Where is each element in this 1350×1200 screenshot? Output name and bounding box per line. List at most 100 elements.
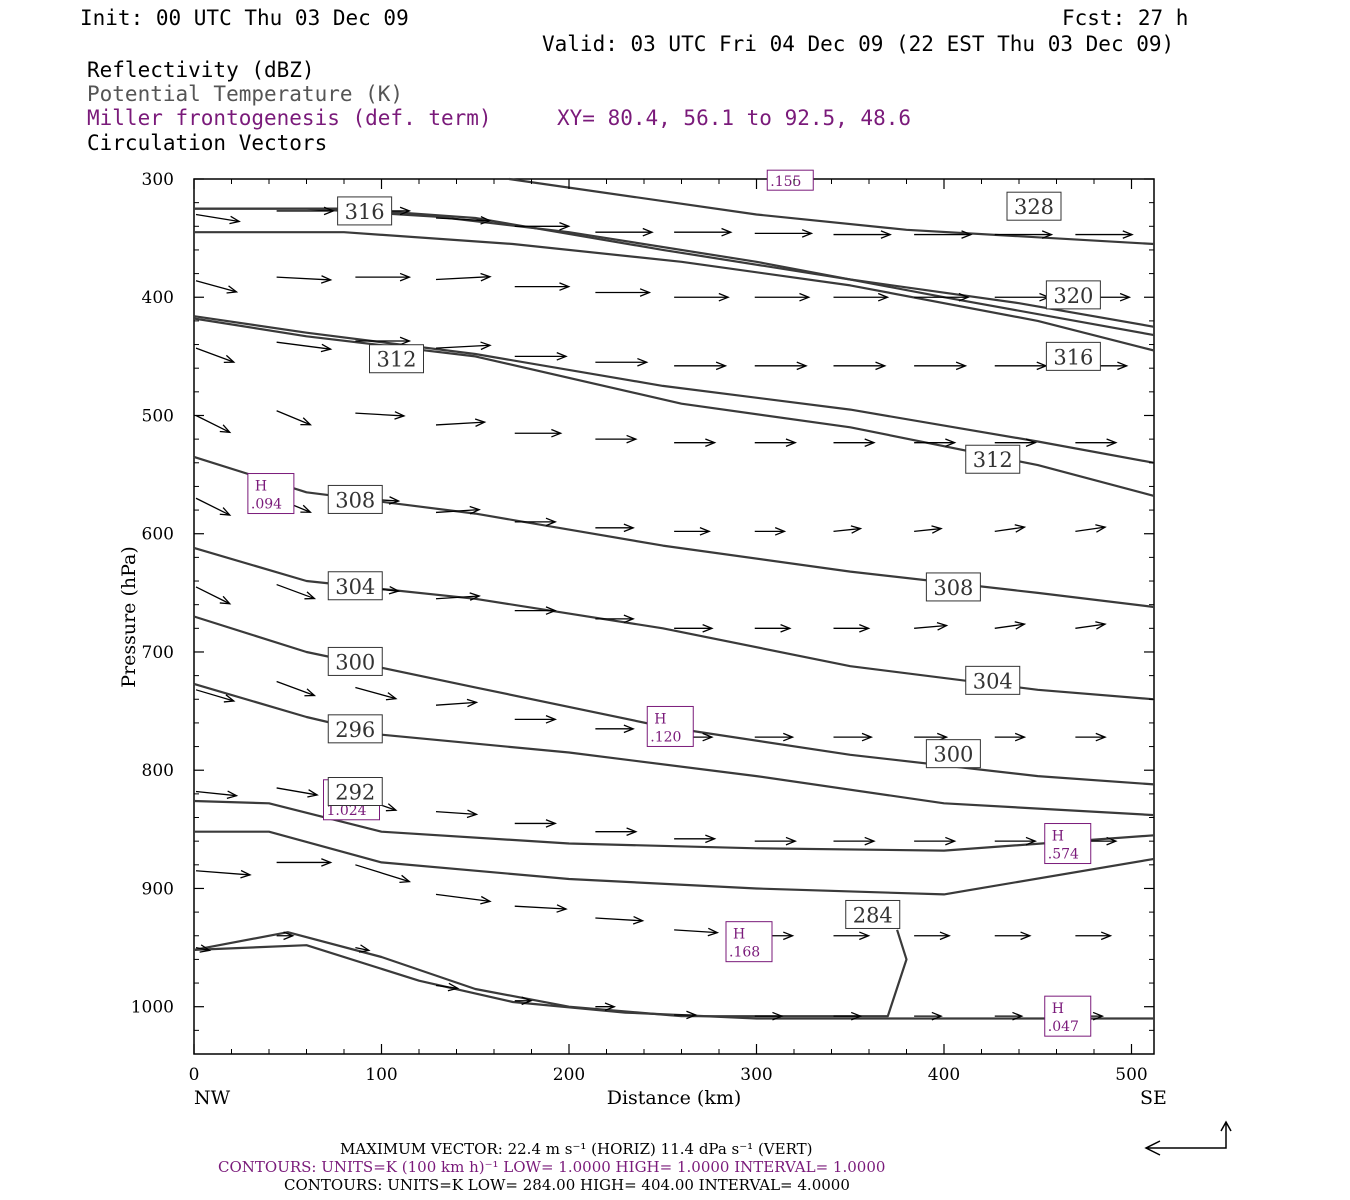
- y-tick-label: 900: [142, 879, 174, 899]
- circulation-vector: [435, 272, 492, 282]
- circulation-vector: [514, 996, 533, 1006]
- circulation-vector: [1075, 524, 1107, 533]
- fgen-max-value: .047: [1048, 1019, 1079, 1035]
- circulation-vector: [514, 904, 568, 913]
- contours-fgen-label: CONTOURS: UNITS=K (100 km h)⁻¹ LOW= 1.00…: [218, 1158, 885, 1176]
- x-tick-label: 200: [553, 1065, 585, 1085]
- y-tick-label: 300: [142, 170, 174, 190]
- circulation-vector: [435, 418, 487, 427]
- circulation-vector: [1075, 230, 1134, 239]
- circulation-vector: [514, 282, 571, 291]
- theta-contour-284-12: [193, 929, 908, 1018]
- fgen-max-value: .094: [251, 497, 282, 513]
- circulation-vector: [435, 698, 479, 708]
- fgen-max-value: .120: [650, 729, 681, 745]
- contour-label-304: 304: [327, 571, 383, 601]
- circulation-vector: [276, 680, 317, 697]
- contour-label-text: 328: [1014, 195, 1054, 219]
- fgen-max-marker: H: [255, 479, 267, 495]
- circulation-vector: [914, 836, 957, 846]
- circulation-vector: [595, 288, 652, 297]
- circulation-vector: [674, 361, 728, 371]
- valid-time-label: Valid: 03 UTC Fri 04 Dec 09 (22 EST Thu …: [542, 32, 1174, 56]
- circulation-vector: [514, 606, 558, 615]
- axis-ticks: 0 100 200 300 400 500 300 400 500 600 700 800 900 100…: [131, 170, 1154, 1085]
- circulation-vector: [754, 438, 798, 447]
- contour-label-text: 312: [376, 348, 416, 372]
- title-frontogenesis: Miller frontogenesis (def. term): [87, 106, 492, 130]
- circulation-vector: [514, 517, 558, 527]
- circulation-vector: [914, 361, 968, 371]
- x-tick-label: 500: [1115, 1065, 1147, 1085]
- contour-label-312: 312: [369, 344, 424, 374]
- y-tick-label: 700: [142, 643, 174, 663]
- circulation-vector: [994, 230, 1054, 239]
- circulation-vector: [833, 732, 874, 742]
- circulation-vector: [355, 336, 412, 346]
- contour-label-text: 300: [933, 743, 973, 767]
- circulation-vector: [435, 592, 481, 601]
- theta-contour-328-0: [508, 177, 1155, 246]
- circulation-vector: [994, 621, 1027, 630]
- contour-label-text: 316: [1053, 345, 1093, 369]
- contour-label-text: 312: [973, 448, 1013, 472]
- fgen-max-value: .155: [770, 174, 801, 190]
- contour-label-text: 320: [1053, 284, 1093, 308]
- circulation-vector: [754, 624, 792, 633]
- circulation-vector: [754, 229, 814, 238]
- circulation-vectors: [195, 206, 1134, 1021]
- y-tick-label: 500: [142, 406, 174, 426]
- fgen-max-value: 1.024: [327, 803, 367, 819]
- fgen-max-.120: H .120: [646, 705, 694, 747]
- circulation-vector: [195, 790, 239, 800]
- init-label: Init: 00 UTC Thu 03 Dec 09: [80, 6, 409, 30]
- circulation-vector: [595, 827, 638, 837]
- circulation-vector: [914, 230, 973, 239]
- title-reflectivity: Reflectivity (dBZ): [87, 58, 315, 82]
- contour-label-text: 296: [335, 718, 375, 742]
- fgen-max-marker: H: [733, 927, 745, 943]
- fgen-max-.094: H .094: [247, 473, 295, 515]
- x-tick-label: 300: [740, 1065, 772, 1085]
- theta-contour-300-8: [193, 615, 1155, 786]
- circulation-vector: [674, 624, 714, 633]
- circulation-vector: [514, 428, 563, 438]
- contour-label-text: 316: [345, 200, 385, 224]
- contour-label-328: 328: [1006, 191, 1062, 221]
- circulation-vector: [595, 724, 635, 734]
- contour-label-text: 308: [933, 576, 973, 600]
- fgen-max-.155: .155: [766, 169, 814, 191]
- contour-label-316: 316: [1045, 341, 1101, 371]
- circulation-vector: [833, 1011, 863, 1021]
- x-tick-label: 100: [365, 1065, 397, 1085]
- contour-label-308: 308: [925, 572, 981, 602]
- title-circulation-vectors: Circulation Vectors: [87, 131, 327, 155]
- circulation-vector: [994, 836, 1038, 846]
- circulation-vector: [914, 525, 943, 534]
- circulation-vector: [276, 275, 333, 284]
- contour-label-text: 304: [973, 669, 1013, 693]
- contour-label-308: 308: [327, 484, 383, 514]
- circulation-vector: [276, 341, 333, 353]
- y-tick-label: 1000: [131, 998, 174, 1018]
- contour-label-304: 304: [965, 665, 1021, 695]
- theta-contour-292-10: [193, 799, 1155, 852]
- fgen-max-marker: H: [1052, 1001, 1064, 1017]
- circulation-vector: [195, 689, 236, 703]
- circulation-vector: [276, 410, 312, 426]
- contour-label-text: 284: [853, 903, 893, 927]
- circulation-vector: [833, 836, 876, 846]
- circulation-vector: [595, 227, 654, 237]
- theta-contour-312-5: [193, 317, 1155, 497]
- circulation-vector: [595, 357, 649, 367]
- circulation-vector: [1075, 438, 1118, 447]
- se-endpoint-label: SE: [1140, 1087, 1167, 1109]
- circulation-vector: [195, 586, 232, 605]
- contour-label-300: 300: [327, 646, 383, 676]
- circulation-vector: [833, 438, 876, 447]
- y-axis-label: Pressure (hPa): [118, 546, 140, 688]
- theta-contour-316-4: [193, 315, 1155, 464]
- circulation-vector: [674, 927, 720, 937]
- circulation-vector: [754, 361, 808, 371]
